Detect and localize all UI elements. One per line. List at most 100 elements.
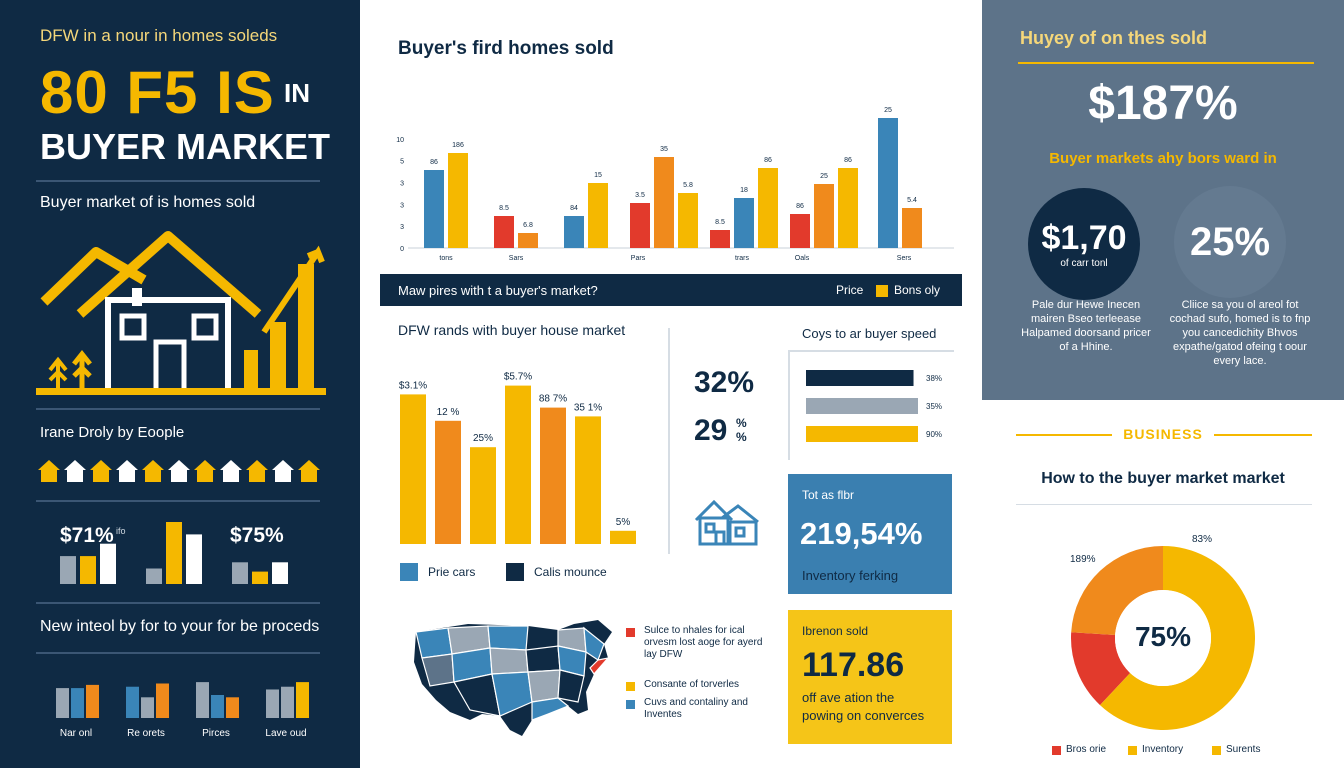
donut-center-label: 75% xyxy=(1135,621,1191,652)
chart1-bar-label: 86 xyxy=(796,203,804,210)
left-mini2-bar xyxy=(296,682,309,718)
legend-swatch-yellow xyxy=(876,285,888,297)
right-title: Huyey of on thes sold xyxy=(1020,28,1208,48)
donut-slice xyxy=(1100,546,1255,730)
chart1-bar xyxy=(838,168,858,248)
chart1-bar-label: 86 xyxy=(430,159,438,166)
divider xyxy=(36,602,320,604)
chart1-bar-label: 35 xyxy=(660,146,668,153)
circle-stat-2: 25% xyxy=(1174,186,1286,298)
small-house-icon xyxy=(168,460,190,482)
left-mini2-label: Nar onl xyxy=(60,728,92,739)
chart1-bar xyxy=(758,168,778,248)
map-legend-2: Consante of torverles xyxy=(644,679,740,690)
chart1-footer-bar: Maw pires with t a buyer's market? Price… xyxy=(380,274,962,306)
right-text-2: Cliice sa you ol areol fot cochad sufo, … xyxy=(1169,299,1311,367)
speed-title: Coys to ar buyer speed xyxy=(802,326,937,341)
chart1-bar xyxy=(902,208,922,248)
headline-line2: BUYER MARKET xyxy=(40,126,331,167)
blue-card-value: 219,54% xyxy=(800,516,923,551)
map-legend-1: Sulce to nhales for ical orvesm lost aog… xyxy=(644,625,763,660)
left-mini2-bar xyxy=(211,695,224,718)
yellow-card-bottom-1: off ave ation the xyxy=(802,690,895,705)
chart1-ytick: 10 xyxy=(396,137,404,144)
usa-map xyxy=(414,620,612,736)
chart1-bar-label: 8.5 xyxy=(499,205,509,212)
legend-swatch-gold xyxy=(1212,746,1221,755)
left-mini-bar xyxy=(100,543,116,584)
chart2-bar-label: $5.7% xyxy=(504,372,532,383)
chart1-bar xyxy=(494,216,514,248)
chart1-xtick: Sars xyxy=(509,255,524,262)
blue-card-bottom: Inventory ferking xyxy=(802,568,899,583)
stat-1: $71% xyxy=(60,524,114,547)
chart2-bar-label: 88 7% xyxy=(539,394,567,405)
donut-chart: 75% xyxy=(1071,546,1255,730)
chart1-bar-label: 6.8 xyxy=(523,222,533,229)
left-mini-bar xyxy=(166,522,182,584)
left-mini-bar xyxy=(146,568,162,584)
donut-slice xyxy=(1071,632,1131,706)
chart2-bar xyxy=(400,394,426,544)
small-house-icon xyxy=(298,460,320,482)
big-stat-2-suffix: % xyxy=(736,416,747,430)
chart1-bar-label: 84 xyxy=(570,205,578,212)
speed-bar-label: 90% xyxy=(926,430,942,439)
stat-2: $75% xyxy=(230,524,284,547)
chart1-xtick: Sers xyxy=(897,255,912,262)
left-mini2-bar xyxy=(141,697,154,718)
speed-bar xyxy=(806,370,914,386)
chart1-bar xyxy=(564,216,584,248)
big-stat-2-suffix: % xyxy=(736,430,747,444)
chart1-bar-label: 18 xyxy=(740,187,748,194)
chart1-bar xyxy=(518,233,538,248)
blue-card-top: Tot as flbr xyxy=(802,488,855,502)
right-top-panel: Huyey of on thes sold $187% Buyer market… xyxy=(982,0,1344,400)
kicker: DFW in a nour in homes soleds xyxy=(40,26,278,45)
left-subtitle: Buyer market of is homes sold xyxy=(40,194,256,211)
left-mini2-bar xyxy=(156,683,169,718)
chart2-bar xyxy=(470,447,496,544)
chart1-bar-label: 186 xyxy=(452,142,464,149)
chart1-bar-label: 5.4 xyxy=(907,197,917,204)
chart1-bar xyxy=(734,198,754,248)
donut-label-top: 83% xyxy=(1192,534,1213,545)
divider xyxy=(36,408,320,410)
legend-swatch-red xyxy=(1052,746,1061,755)
small-house-icon xyxy=(90,460,112,482)
map-legend-swatch-blue xyxy=(626,700,635,709)
chart1-xtick: Pars xyxy=(631,255,646,262)
left-mini2-label: Lave oud xyxy=(265,728,306,739)
divider xyxy=(36,500,320,502)
speed-bar-label: 38% xyxy=(926,374,942,383)
chart1-ytick: 3 xyxy=(400,224,404,231)
circle-2-value: 25% xyxy=(1189,219,1271,264)
plant-icon xyxy=(72,349,92,388)
chart1-ytick: 5 xyxy=(400,159,404,166)
business-label: BUSINESS xyxy=(1123,426,1203,442)
speed-bar xyxy=(806,398,918,414)
donut-legend-3: Surents xyxy=(1226,744,1261,755)
big-stat-1: 32% xyxy=(694,366,755,399)
left-mini-chart-2: Nar onl Re orets Pirces Lave oud xyxy=(56,682,309,739)
chart1-xtick: tons xyxy=(439,255,453,262)
map-legend-swatch-red xyxy=(626,628,635,637)
right-subtitle: Buyer markets ahy bors ward in xyxy=(1049,150,1277,167)
legend-price: Price xyxy=(836,283,864,297)
small-house-icon xyxy=(272,460,294,482)
chart1-bar xyxy=(678,193,698,248)
chart1-ytick: 3 xyxy=(400,202,404,209)
chart1-bar xyxy=(878,118,898,248)
right-bottom-panel: BUSINESS How to the buyer market market … xyxy=(982,400,1344,768)
chart1-bar-label: 3.5 xyxy=(635,192,645,199)
left-mini2-bar xyxy=(226,697,239,718)
yellow-card-value: 117.86 xyxy=(802,646,905,684)
map-legend-swatch-yellow xyxy=(626,682,635,691)
left-mini2-bar xyxy=(126,686,139,718)
chart2-bar xyxy=(575,416,601,544)
legend-calis: Calis mounce xyxy=(534,565,607,579)
chart2-bar-label: $3.1% xyxy=(399,380,427,391)
big-stat-2: 29 xyxy=(694,414,728,447)
chart2: $3.1% 12 % 25% $5.7% 88 7% 35 1% 5% xyxy=(399,372,636,544)
map-legend-3: Cuvs and contaliny and Inventes xyxy=(644,697,748,720)
